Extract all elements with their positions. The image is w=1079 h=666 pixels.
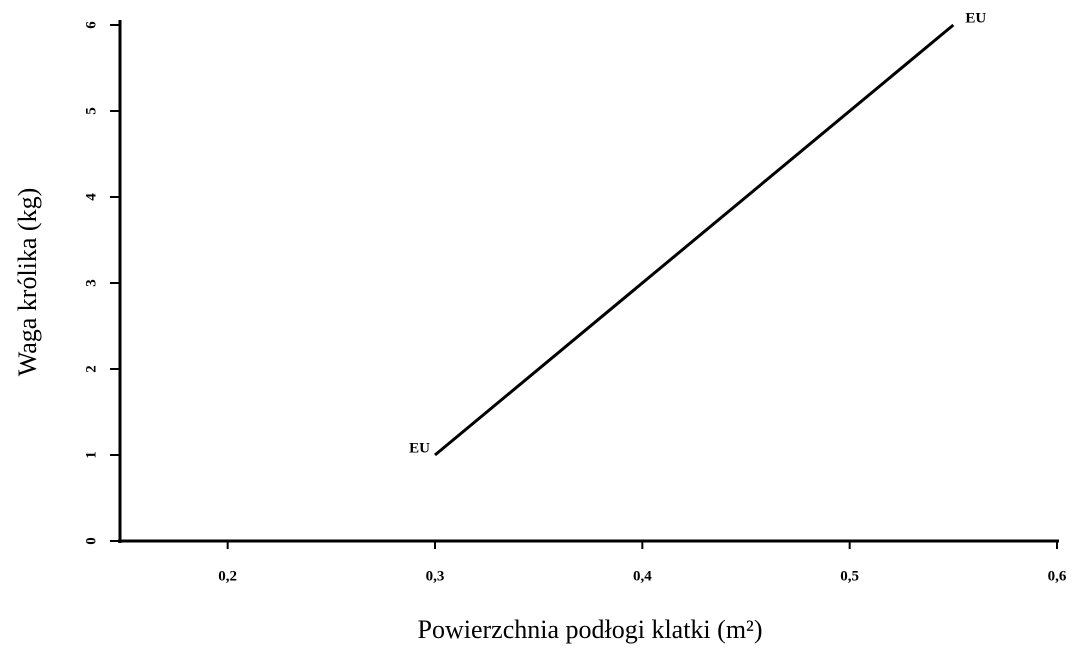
data-line	[434, 23, 955, 457]
y-tick-label: 2	[83, 365, 99, 373]
y-axis-title: Waga królika (kg)	[13, 188, 42, 377]
y-tick-label: 1	[83, 451, 99, 459]
x-tick-label: 0,6	[1048, 568, 1067, 584]
annotation: EU	[965, 10, 986, 26]
x-tick-label: 0,2	[218, 568, 237, 584]
x-axis-title: Powierzchnia podłogi klatki (m²)	[418, 615, 763, 644]
y-tick-label: 0	[83, 537, 99, 545]
y-tick-label: 6	[83, 21, 99, 29]
y-tick-label: 5	[83, 107, 99, 115]
x-tick-label: 0,4	[633, 568, 652, 584]
x-tick-label: 0,3	[426, 568, 445, 584]
x-tick-label: 0,5	[840, 568, 859, 584]
y-tick-label: 3	[83, 279, 99, 287]
y-tick-label: 4	[83, 193, 99, 201]
annotation: EU	[409, 440, 430, 456]
